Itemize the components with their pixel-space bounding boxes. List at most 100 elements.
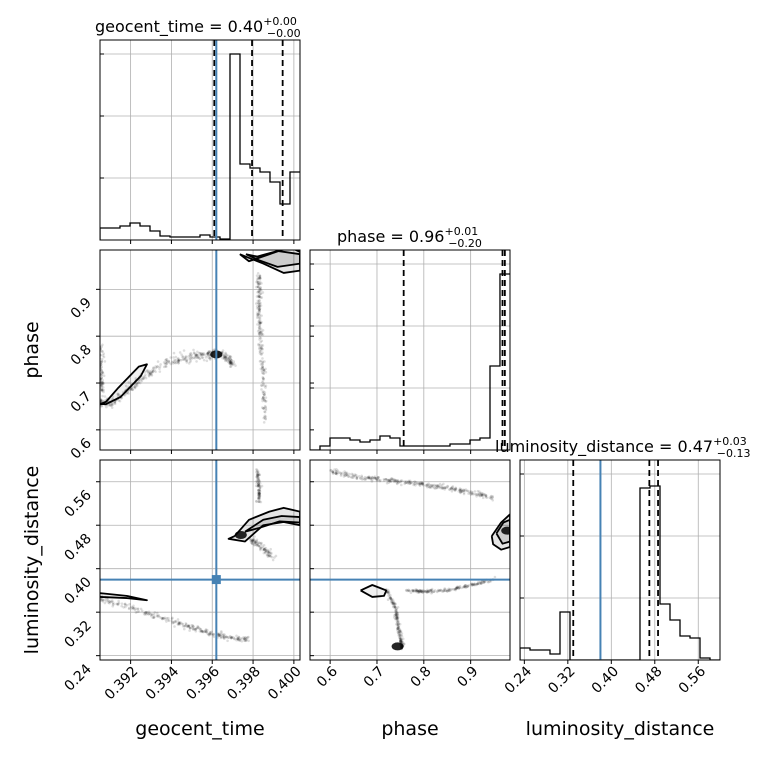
phase_vs_geocent_time-sample-29 bbox=[97, 401, 100, 404]
grid-gt-hist bbox=[100, 40, 300, 240]
luminosity_distance_vs_phase-sample-573 bbox=[425, 590, 429, 593]
luminosity_distance_vs_geocent_time-sample-419 bbox=[266, 548, 270, 552]
phase_vs_geocent_time-sample-726 bbox=[101, 378, 104, 382]
luminosity_distance_vs_phase-sample-55 bbox=[364, 477, 368, 480]
luminosity_distance_vs_phase-sample-249 bbox=[458, 488, 461, 492]
phase_vs_geocent_time-sample-325 bbox=[207, 350, 211, 353]
hist-bar-ld-2 bbox=[540, 650, 550, 660]
luminosity_distance_vs_phase-sample-82 bbox=[367, 476, 370, 480]
phase_vs_geocent_time-sample-471 bbox=[256, 282, 260, 286]
luminosity_distance_vs_phase-sample-48 bbox=[367, 476, 371, 480]
phase_vs_geocent_time-sample-295 bbox=[201, 356, 204, 360]
phase_vs_geocent_time-sample-299 bbox=[187, 355, 190, 358]
luminosity_distance_vs_phase-sample-607 bbox=[457, 587, 461, 591]
luminosity_distance_vs_phase-sample-631 bbox=[482, 581, 485, 584]
phase_vs_geocent_time-sample-342 bbox=[208, 357, 211, 360]
luminosity_distance_vs_geocent_time-sample-246 bbox=[238, 638, 242, 642]
phase_vs_geocent_time-sample-553 bbox=[259, 327, 263, 331]
phase_vs_geocent_time-sample-616 bbox=[259, 346, 263, 350]
phase_vs_geocent_time-sample-135 bbox=[140, 379, 144, 383]
luminosity_distance_vs_geocent_time-sample-9 bbox=[101, 600, 105, 603]
phase_vs_geocent_time-sample-636 bbox=[264, 417, 267, 421]
phase_vs_geocent_time-sample-703 bbox=[100, 365, 103, 369]
phase_vs_geocent_time-sample-657 bbox=[262, 406, 266, 410]
luminosity_distance_vs_geocent_time-sample-83 bbox=[148, 611, 151, 615]
luminosity_distance_vs_phase-contour-1 bbox=[490, 513, 510, 551]
phase_vs_geocent_time-sample-395 bbox=[221, 351, 225, 354]
phase_vs_geocent_time-sample-718 bbox=[101, 343, 104, 347]
phase_vs_geocent_time-contour-2 bbox=[245, 250, 300, 268]
phase_vs_geocent_time-sample-257 bbox=[174, 361, 177, 365]
luminosity_distance_vs_geocent_time-sample-394 bbox=[257, 544, 260, 548]
hist-bar-gt-0 bbox=[100, 228, 110, 240]
phase_vs_geocent_time-sample-633 bbox=[261, 395, 265, 399]
luminosity_distance_vs_phase-sample-659 bbox=[470, 582, 474, 586]
luminosity_distance_vs_geocent_time-sample-361 bbox=[256, 543, 259, 547]
luminosity_distance_vs_geocent_time-sample-166 bbox=[204, 629, 207, 632]
luminosity_distance_vs_geocent_time-sample-371 bbox=[250, 539, 253, 542]
luminosity_distance_vs_geocent_time-sample-58 bbox=[144, 611, 147, 614]
phase_vs_geocent_time-sample-557 bbox=[257, 343, 261, 347]
luminosity_distance_vs_phase-sample-172 bbox=[415, 482, 419, 486]
phase_vs_geocent_time-sample-744 bbox=[100, 373, 103, 376]
luminosity_distance_vs_phase-sample-333 bbox=[387, 590, 391, 593]
phase_vs_geocent_time-sample-637 bbox=[264, 399, 268, 403]
luminosity_distance_vs_geocent_time-sample-326 bbox=[257, 496, 260, 500]
luminosity_distance_vs_phase-sample-263 bbox=[461, 490, 464, 493]
luminosity_distance_vs_geocent_time-sample-231 bbox=[229, 636, 233, 640]
luminosity_distance_vs_phase-sample-493 bbox=[398, 636, 402, 639]
phase_vs_geocent_time-sample-730 bbox=[100, 384, 104, 387]
phase_vs_geocent_time-sample-745 bbox=[100, 384, 104, 387]
luminosity_distance_vs_geocent_time-sample-14 bbox=[107, 601, 110, 604]
phase_vs_geocent_time-sample-190 bbox=[150, 371, 154, 374]
phase_vs_geocent_time-sample-304 bbox=[194, 352, 197, 356]
luminosity_distance_vs_geocent_time-sample-60 bbox=[147, 613, 150, 616]
luminosity_distance_vs_phase-sample-105 bbox=[396, 478, 400, 482]
luminosity_distance_vs_geocent_time-sample-226 bbox=[237, 638, 241, 641]
phase_vs_geocent_time-sample-701 bbox=[100, 361, 103, 364]
luminosity_distance_vs_phase-sample-523 bbox=[411, 589, 415, 593]
hist-bar-gt-17 bbox=[270, 182, 280, 240]
luminosity_distance_vs_phase-sample-231 bbox=[459, 488, 463, 491]
phase_vs_geocent_time-sample-217 bbox=[156, 360, 160, 363]
phase_vs_geocent_time-sample-500 bbox=[258, 302, 262, 306]
luminosity_distance_vs_phase-sample-403 bbox=[394, 609, 398, 612]
luminosity_distance_vs_phase-sample-581 bbox=[444, 589, 447, 592]
luminosity_distance_vs_geocent_time-sample-263 bbox=[237, 635, 241, 639]
phase_vs_geocent_time-sample-144 bbox=[141, 377, 145, 380]
luminosity_distance_vs_geocent_time-sample-66 bbox=[143, 613, 147, 616]
luminosity_distance_vs_geocent_time-sample-37 bbox=[127, 607, 131, 611]
luminosity_distance_vs_phase-sample-239 bbox=[460, 490, 464, 493]
luminosity_distance_vs_geocent_time-sample-391 bbox=[249, 539, 252, 542]
luminosity_distance_vs_phase-sample-519 bbox=[420, 590, 423, 593]
luminosity_distance_vs_geocent_time-sample-234 bbox=[242, 637, 246, 640]
luminosity_distance_vs_geocent_time-sample-190 bbox=[209, 631, 212, 634]
luminosity_distance_vs_geocent_time-sample-108 bbox=[184, 622, 188, 625]
phase_vs_geocent_time-sample-538 bbox=[258, 312, 261, 316]
luminosity_distance_vs_geocent_time-sample-223 bbox=[217, 632, 221, 636]
luminosity_distance_vs_phase-sample-104 bbox=[377, 478, 381, 482]
luminosity_distance_vs_phase-sample-550 bbox=[423, 590, 427, 593]
luminosity_distance_vs_geocent_time-sample-288 bbox=[257, 482, 261, 485]
phase_vs_geocent_time-sample-14 bbox=[96, 402, 99, 405]
luminosity_distance_vs_geocent_time-sample-136 bbox=[194, 628, 197, 631]
phase_vs_geocent_time-sample-544 bbox=[258, 325, 261, 329]
luminosity_distance_vs_phase-sample-344 bbox=[388, 595, 392, 598]
phase_vs_geocent_time-sample-267 bbox=[183, 356, 187, 359]
phase_vs_geocent_time-sample-204 bbox=[158, 367, 161, 370]
phase_vs_geocent_time-sample-576 bbox=[261, 333, 265, 336]
luminosity_distance_vs_phase-sample-291 bbox=[485, 496, 489, 500]
luminosity_distance_vs_geocent_time-sample-427 bbox=[266, 549, 270, 553]
luminosity_distance_vs_geocent_time-sample-174 bbox=[190, 626, 194, 629]
hist-bar-ph-5 bbox=[360, 442, 370, 450]
luminosity_distance_vs_phase-sample-421 bbox=[397, 627, 400, 630]
luminosity_distance_vs_phase-sample-277 bbox=[470, 492, 474, 495]
luminosity_distance_vs_phase-sample-131 bbox=[395, 482, 399, 486]
phase_vs_geocent_time-sample-292 bbox=[198, 351, 201, 355]
luminosity_distance_vs_phase-sample-343 bbox=[389, 593, 392, 597]
phase_vs_geocent_time-sample-216 bbox=[147, 372, 150, 375]
luminosity_distance_vs_geocent_time-sample-293 bbox=[256, 470, 260, 473]
luminosity_distance_vs_geocent_time-sample-303 bbox=[255, 468, 259, 472]
luminosity_distance_vs_phase-sample-592 bbox=[463, 585, 467, 589]
phase_vs_geocent_time-sample-440 bbox=[223, 355, 227, 359]
